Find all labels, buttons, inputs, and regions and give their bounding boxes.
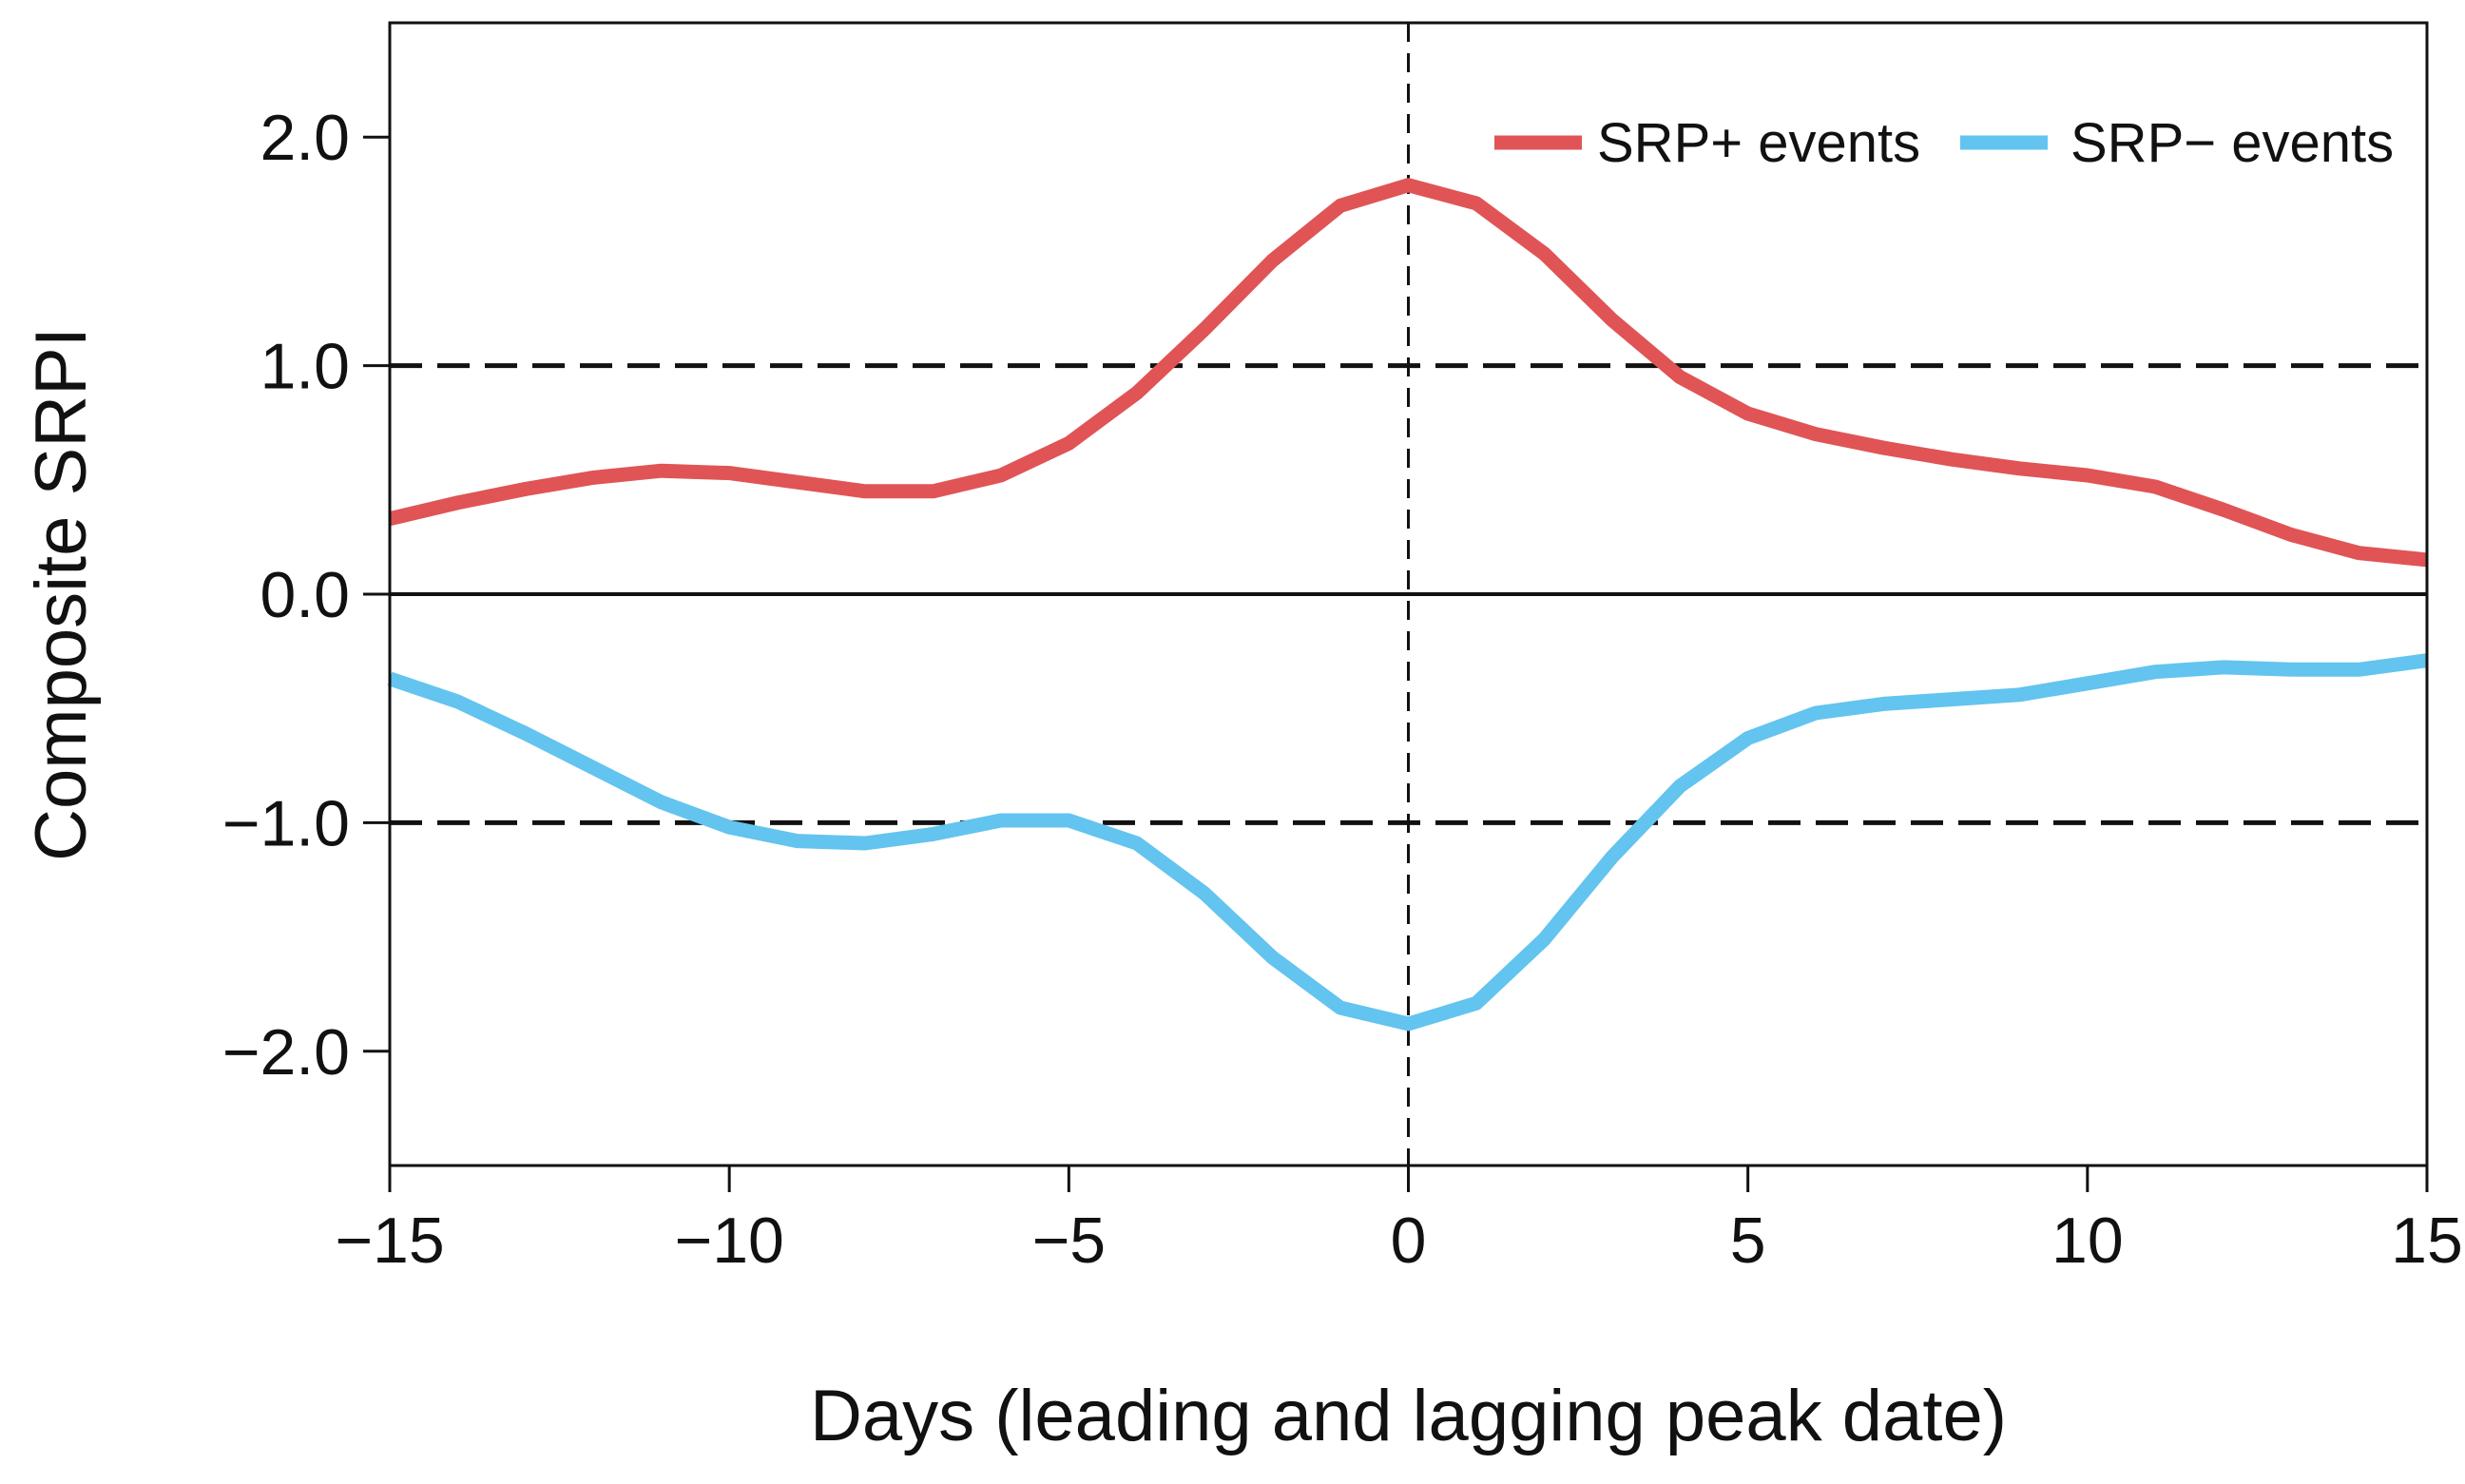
x-tick-label: 10 xyxy=(2051,1205,2124,1277)
legend: SRP+ events SRP− events xyxy=(1494,112,2394,174)
x-tick-label: −15 xyxy=(335,1205,444,1277)
y-axis-title: Composite SRPI xyxy=(21,327,102,861)
x-tick-label: −5 xyxy=(1032,1205,1107,1277)
y-tick-label: −1.0 xyxy=(222,787,350,859)
y-tick-label: 2.0 xyxy=(260,102,350,174)
x-tick-label: 0 xyxy=(1391,1205,1427,1277)
series-lines-layer xyxy=(387,178,2428,1031)
x-tick-label: 5 xyxy=(1730,1205,1766,1277)
axes-layer: −15 −10 −5 0 5 10 15 −2.0 −1.0 0.0 1.0 2.0 xyxy=(222,102,2463,1277)
reference-lines-layer xyxy=(390,23,2427,1166)
y-tick-label: 0.0 xyxy=(260,559,350,631)
legend-label: SRP− events xyxy=(2070,112,2394,174)
x-tick-label: −10 xyxy=(674,1205,783,1277)
series-line-srp-negative xyxy=(387,653,2428,1031)
y-tick-label: 1.0 xyxy=(260,331,350,403)
y-tick-label: −2.0 xyxy=(222,1016,350,1089)
legend-label: SRP+ events xyxy=(1597,112,1920,174)
x-tick-label: 15 xyxy=(2391,1205,2463,1277)
series-line-srp-positive xyxy=(388,178,2428,568)
x-axis-title: Days (leading and lagging peak date) xyxy=(810,1376,2007,1456)
